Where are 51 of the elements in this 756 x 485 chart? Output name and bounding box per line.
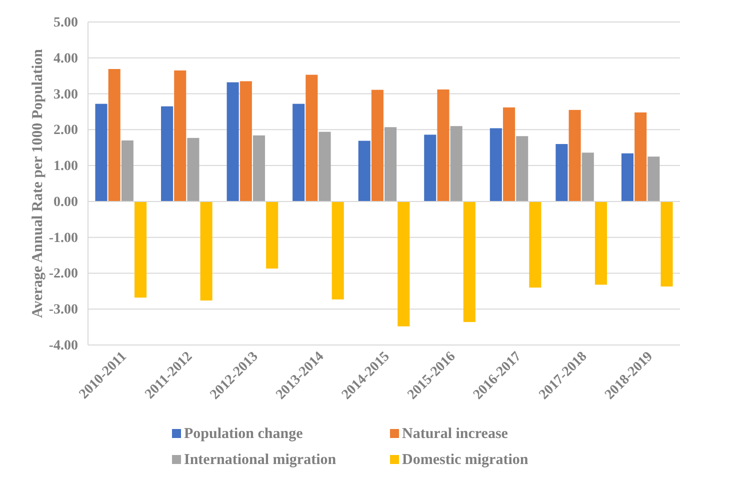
legend-label: Natural increase [402,426,508,442]
bar [450,126,462,202]
y-tick-label: 5.00 [54,15,78,30]
bar [306,74,318,202]
legend-label: International migration [184,452,337,468]
bar [384,127,397,202]
y-axis-title: Average Annual Rate per 1000 Population [30,48,46,318]
bar [161,106,174,202]
bar [568,110,581,202]
bar [594,201,607,285]
bar [463,201,476,322]
y-tick-label: 0.00 [54,194,78,210]
bar [398,201,410,326]
bar [648,156,660,202]
bar [437,89,450,202]
y-tick-label: 2.00 [54,123,78,138]
y-tick-label: -4.00 [48,338,78,354]
bar [529,201,542,288]
y-tick-label: 3.00 [54,87,78,102]
y-tick-label: 4.00 [54,51,78,66]
y-tick-label: -3.00 [48,302,78,318]
bar [266,201,278,269]
bar [332,201,344,300]
bar [556,144,568,202]
bar [226,82,239,202]
bar [318,132,331,202]
bar [174,70,186,202]
y-tick-label: -1.00 [48,230,78,246]
bar [252,135,266,202]
bar [121,140,134,202]
bar [358,140,370,202]
bar [371,90,384,202]
bar [634,112,647,202]
bar [490,128,502,202]
bar [660,201,673,286]
y-tick-label: -2.00 [48,266,78,282]
bar [424,134,436,202]
bar [240,81,252,202]
legend-label: Domestic migration [402,452,529,468]
bar [134,201,147,298]
bar [187,138,200,202]
bar [582,152,594,202]
bar [516,136,528,202]
bar [621,153,634,202]
bar [292,104,305,202]
bar [95,104,108,202]
legend-label: Population change [184,426,304,442]
y-tick-label: 1.00 [54,159,78,174]
bar [502,107,516,202]
bar [108,69,120,202]
bar [200,201,212,300]
